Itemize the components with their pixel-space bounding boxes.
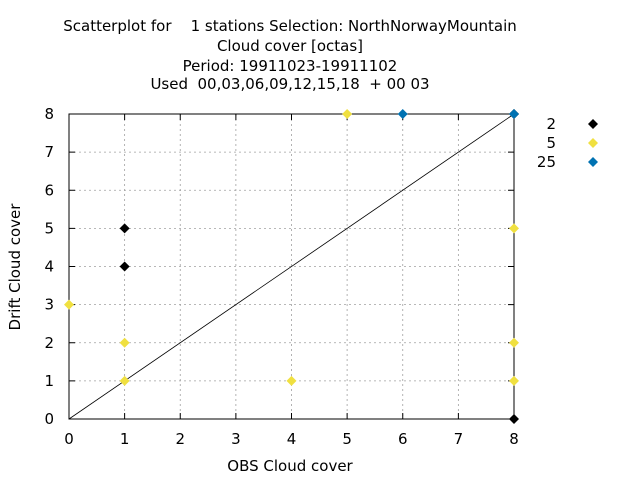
y-tick-label: 4 xyxy=(44,258,54,276)
y-tick-label: 0 xyxy=(44,410,54,428)
legend-marker xyxy=(588,138,598,148)
data-point-series-2 xyxy=(509,414,519,424)
data-point-series-5 xyxy=(119,375,130,386)
data-point-series-5 xyxy=(286,375,297,386)
chart-title-line-2: Cloud cover [octas] xyxy=(216,37,364,55)
grid xyxy=(69,114,514,419)
y-tick-label: 1 xyxy=(44,372,54,390)
data-point-series-2 xyxy=(119,261,130,272)
data-point-series-5 xyxy=(509,337,519,348)
x-tick-label: 3 xyxy=(231,430,241,448)
legend-label: 2 xyxy=(546,115,556,133)
data-point-series-5 xyxy=(342,109,353,119)
data-point-series-25 xyxy=(397,109,408,119)
data-points xyxy=(64,109,519,424)
x-axis-label: OBS Cloud cover xyxy=(227,457,353,475)
x-tick-label: 1 xyxy=(120,430,130,448)
x-tick-label: 7 xyxy=(454,430,464,448)
data-point-series-5 xyxy=(119,337,130,348)
y-tick-label: 6 xyxy=(44,181,54,199)
data-point-series-5 xyxy=(509,375,519,386)
x-tick-label: 0 xyxy=(64,430,74,448)
data-point-series-25 xyxy=(509,109,519,119)
x-tick-label: 5 xyxy=(342,430,352,448)
data-point-series-2 xyxy=(119,223,130,234)
y-tick-label: 2 xyxy=(44,334,54,352)
data-point-series-5 xyxy=(64,299,74,310)
x-tick-label: 2 xyxy=(175,430,185,448)
data-point-series-5 xyxy=(509,223,519,234)
chart-title-line-3: Period: 19911023-19911102 xyxy=(182,57,398,75)
axis-ticks: 0 1 2 3 4 5 6 7 8 0 1 2 3 4 5 6 7 8 xyxy=(44,105,518,448)
y-tick-label: 7 xyxy=(44,143,54,161)
y-axis-label: Drift Cloud cover xyxy=(6,203,24,331)
y-tick-label: 3 xyxy=(44,296,54,314)
legend-marker xyxy=(588,119,598,129)
y-tick-label: 5 xyxy=(44,219,54,237)
legend-marker xyxy=(588,157,598,167)
x-tick-label: 8 xyxy=(509,430,519,448)
y-tick-label: 8 xyxy=(44,105,54,123)
legend-label: 5 xyxy=(546,134,556,152)
chart-title-line-4: Used 00,03,06,09,12,15,18 + 00 03 xyxy=(150,75,430,93)
legend-label: 25 xyxy=(537,153,556,171)
chart-title-line-1: Scatterplot for 1 stations Selection: No… xyxy=(63,17,517,35)
x-tick-label: 4 xyxy=(287,430,297,448)
x-tick-label: 6 xyxy=(398,430,408,448)
diagonal-reference-line xyxy=(68,113,515,420)
